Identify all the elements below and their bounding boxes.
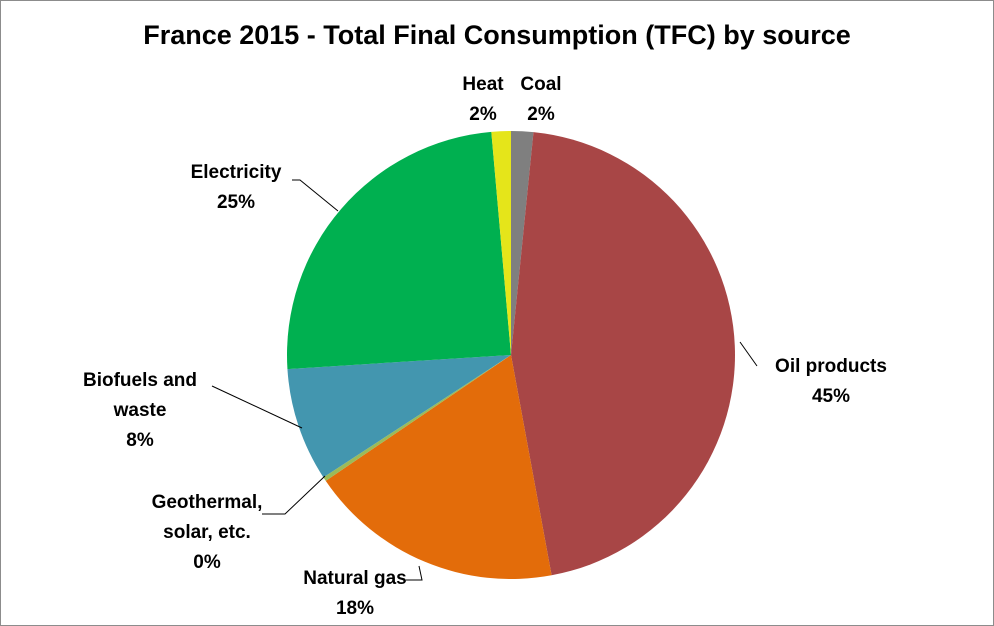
leader-lines [211,179,758,581]
leader-line [406,565,423,581]
leader-line [211,385,303,429]
slice-labels: Coal 2% Oil products 45% Natural gas 18% Geoth… [83,74,887,619]
slice-percent-label: 2% [527,104,555,125]
pie-slice-biofuels-and-waste [287,355,511,478]
slice-name-label: Oil products [775,356,887,377]
pie-slices [286,131,735,579]
pie-slice-oil-products [511,132,735,576]
slice-name-label: Geothermal, [152,492,263,513]
slice-percent-label: 0% [193,552,221,573]
chart-title: France 2015 - Total Final Consumption (T… [143,20,851,50]
slice-name-label: Electricity [191,162,282,183]
pie-slice-heat [491,131,511,355]
slice-name-label: Heat [462,74,504,95]
slice-name-label: waste [113,400,167,421]
pie-slice-electricity [286,131,511,370]
slice-name-label: Biofuels and [83,370,197,391]
pie-slice-geothermal-solar-etc [323,355,511,481]
pie-slice-natural-gas [325,355,552,579]
leader-line [292,179,339,212]
slice-percent-label: 25% [217,192,255,213]
leader-line [739,341,758,367]
slice-percent-label: 18% [336,598,374,619]
leader-line [262,475,326,515]
slice-percent-label: 2% [469,104,497,125]
slice-name-label: Natural gas [303,568,406,589]
slice-percent-label: 8% [126,430,154,451]
slice-name-label: Coal [520,74,561,95]
pie-slice-coal [511,131,534,355]
slice-percent-label: 45% [812,386,850,407]
slice-name-label: solar, etc. [163,522,251,543]
